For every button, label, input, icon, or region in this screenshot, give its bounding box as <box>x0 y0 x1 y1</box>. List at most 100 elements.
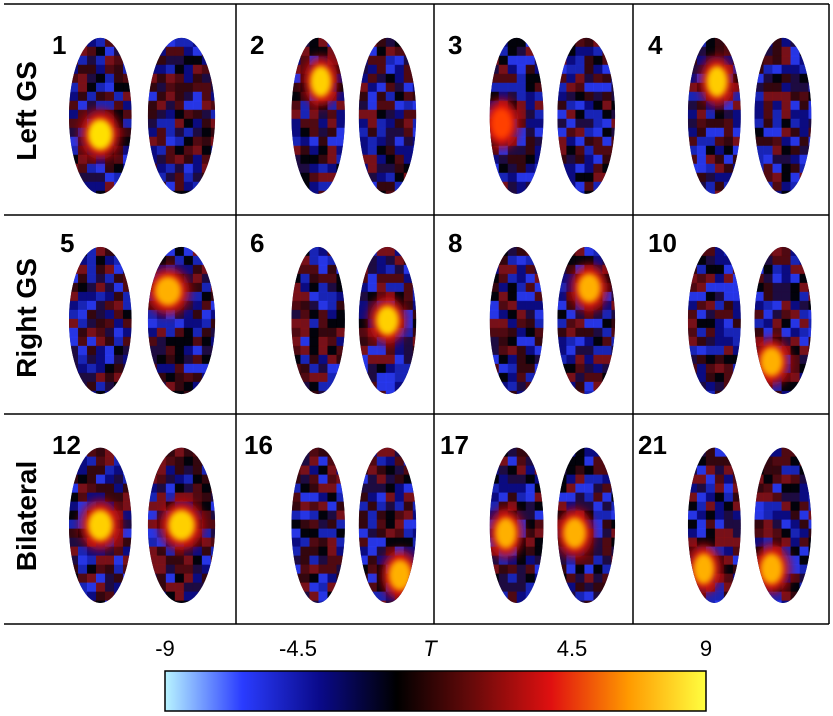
voxel <box>77 64 88 75</box>
voxel <box>763 390 774 395</box>
voxel <box>183 456 194 467</box>
voxel <box>174 154 185 165</box>
voxel <box>192 600 203 603</box>
voxel <box>507 55 518 66</box>
voxel <box>210 118 216 129</box>
voxel <box>95 190 106 194</box>
voxel <box>754 510 765 521</box>
voxel <box>394 145 405 156</box>
voxel <box>86 474 97 485</box>
voxel <box>808 163 812 174</box>
brain-slice <box>489 447 544 603</box>
voxel <box>291 82 301 93</box>
voxel <box>122 465 132 476</box>
voxel <box>113 82 124 93</box>
voxel <box>732 591 741 602</box>
voxel <box>367 172 378 183</box>
voxel <box>763 492 774 503</box>
voxel <box>790 46 801 57</box>
voxel <box>77 82 88 93</box>
voxel <box>593 573 603 584</box>
colorbar-axis-label: T <box>423 636 437 661</box>
voxel <box>557 555 567 566</box>
voxel <box>696 190 707 194</box>
voxel <box>201 492 212 503</box>
voxel <box>763 255 774 266</box>
voxel <box>376 474 387 485</box>
voxel <box>385 163 396 174</box>
voxel <box>376 582 387 593</box>
voxel <box>291 564 301 575</box>
voxel <box>696 127 707 138</box>
voxel <box>192 447 203 458</box>
voxel <box>367 582 378 593</box>
voxel <box>763 109 774 120</box>
voxel <box>113 336 124 347</box>
voxel <box>705 501 716 512</box>
voxel <box>95 600 106 603</box>
voxel <box>593 354 603 365</box>
voxel <box>385 273 396 284</box>
voxel <box>327 336 337 347</box>
voxel <box>781 483 792 494</box>
voxel <box>412 264 417 275</box>
voxel <box>593 255 603 266</box>
voxel <box>183 82 194 93</box>
voxel <box>754 46 765 57</box>
voxel <box>489 309 500 320</box>
voxel <box>808 465 812 476</box>
voxel <box>808 109 812 120</box>
voxel <box>516 363 527 374</box>
voxel <box>336 127 345 138</box>
voxel <box>86 91 97 102</box>
voxel <box>291 163 301 174</box>
voxel <box>86 291 97 302</box>
voxel <box>68 73 79 84</box>
voxel <box>593 510 603 521</box>
panel-number: 16 <box>244 430 273 460</box>
voxel <box>300 300 310 311</box>
voxel <box>808 91 812 102</box>
voxel <box>516 600 527 603</box>
voxel <box>489 145 500 156</box>
voxel <box>147 555 158 566</box>
voxel <box>772 181 783 192</box>
voxel <box>534 345 544 356</box>
voxel <box>68 37 79 48</box>
voxel <box>201 246 212 257</box>
voxel <box>705 390 716 395</box>
voxel <box>165 145 176 156</box>
voxel <box>763 37 774 48</box>
voxel <box>534 555 544 566</box>
voxel <box>156 492 167 503</box>
voxel <box>781 82 792 93</box>
activation-blob <box>388 559 412 591</box>
voxel <box>174 318 185 329</box>
voxel <box>77 483 88 494</box>
voxel <box>165 546 176 557</box>
voxel <box>394 354 405 365</box>
voxel <box>318 109 328 120</box>
voxel <box>104 573 115 584</box>
voxel <box>156 100 167 111</box>
voxel <box>165 465 176 476</box>
voxel <box>593 309 603 320</box>
voxel <box>156 73 167 84</box>
voxel <box>498 91 509 102</box>
voxel <box>192 282 203 293</box>
voxel <box>358 519 369 530</box>
voxel <box>412 300 417 311</box>
voxel <box>799 582 810 593</box>
voxel <box>593 474 603 485</box>
voxel <box>122 91 132 102</box>
voxel <box>772 456 783 467</box>
voxel <box>799 447 810 458</box>
voxel <box>376 483 387 494</box>
voxel <box>732 474 741 485</box>
voxel <box>327 118 337 129</box>
voxel <box>696 154 707 165</box>
voxel <box>336 537 345 548</box>
voxel <box>687 363 698 374</box>
voxel <box>86 336 97 347</box>
voxel <box>291 336 301 347</box>
